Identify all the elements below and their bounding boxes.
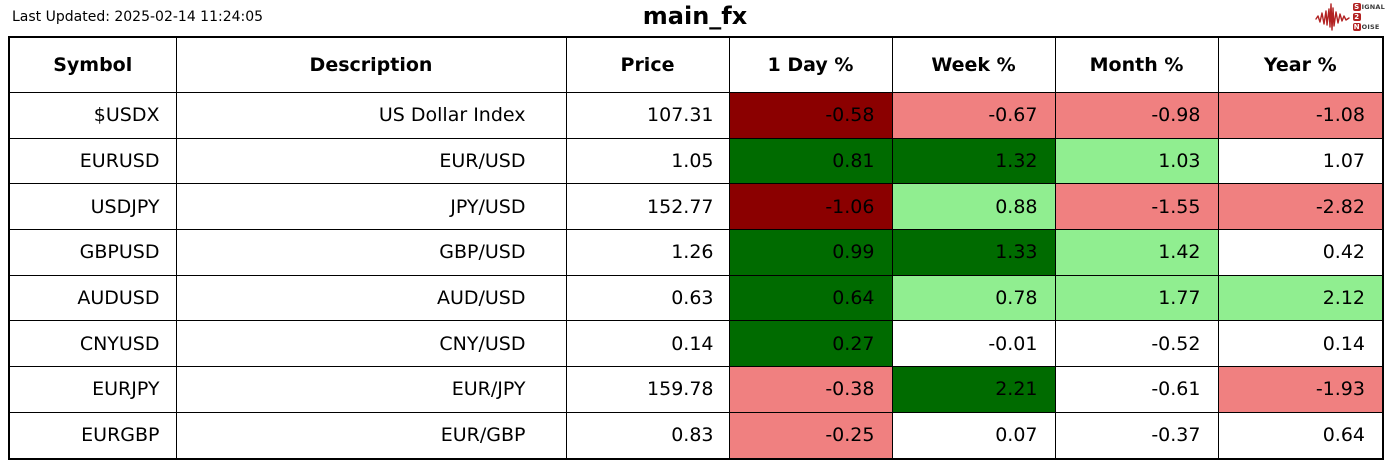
column-header-price: Price: [565, 36, 730, 93]
pct-week-cell: 0.07: [891, 411, 1056, 460]
header-row: Symbol Description Price 1 Day % Week % …: [8, 36, 1384, 93]
pct-week-cell: 0.88: [891, 183, 1056, 231]
table-row: USDJPY JPY/USD 152.77 -1.06 0.88 -1.55 -…: [8, 183, 1384, 231]
logo-text: S IGNAL 2 N OISE: [1352, 3, 1385, 32]
pct-month-cell: -0.52: [1054, 320, 1219, 368]
table-row: CNYUSD CNY/USD 0.14 0.27 -0.01 -0.52 0.1…: [8, 320, 1384, 368]
description-cell: EUR/JPY: [175, 366, 567, 413]
pct-1day-cell: -0.38: [728, 366, 893, 413]
pct-month-cell: -1.55: [1054, 183, 1219, 231]
table-row: GBPUSD GBP/USD 1.26 0.99 1.33 1.42 0.42: [8, 229, 1384, 276]
logo-line: S IGNAL: [1352, 3, 1385, 12]
price-cell: 0.14: [565, 320, 730, 368]
pct-month-cell: -0.61: [1054, 366, 1219, 413]
pct-1day-cell: 0.64: [728, 274, 893, 322]
pct-week-cell: 1.32: [891, 137, 1056, 185]
logo-badge: S: [1352, 3, 1361, 11]
pct-week-cell: -0.67: [891, 92, 1056, 139]
pct-1day-cell: -0.25: [728, 411, 893, 460]
price-cell: 159.78: [565, 366, 730, 413]
pct-year-cell: 1.07: [1217, 137, 1384, 185]
pct-week-cell: -0.01: [891, 320, 1056, 368]
price-cell: 152.77: [565, 183, 730, 231]
pct-month-cell: 1.42: [1054, 229, 1219, 276]
page-title: main_fx: [642, 2, 748, 30]
logo-rest-text: IGNAL: [1361, 3, 1385, 11]
pct-week-cell: 1.33: [891, 229, 1056, 276]
symbol-cell: CNYUSD: [8, 320, 177, 368]
description-cell: GBP/USD: [175, 229, 567, 276]
description-cell: EUR/GBP: [175, 411, 567, 460]
symbol-cell: $USDX: [8, 92, 177, 139]
pct-year-cell: 2.12: [1217, 274, 1384, 322]
column-header-1day: 1 Day %: [728, 36, 893, 93]
description-cell: JPY/USD: [175, 183, 567, 231]
pct-1day-cell: 0.27: [728, 320, 893, 368]
pct-month-cell: 1.03: [1054, 137, 1219, 185]
symbol-cell: AUDUSD: [8, 274, 177, 322]
price-cell: 1.26: [565, 229, 730, 276]
logo-line: 2: [1352, 13, 1385, 22]
price-cell: 107.31: [565, 92, 730, 139]
logo-badge: 2: [1352, 13, 1361, 21]
pct-1day-cell: 0.99: [728, 229, 893, 276]
pct-month-cell: 1.77: [1054, 274, 1219, 322]
column-header-symbol: Symbol: [8, 36, 177, 93]
pct-year-cell: -1.08: [1217, 92, 1384, 139]
table-row: EURUSD EUR/USD 1.05 0.81 1.32 1.03 1.07: [8, 137, 1384, 185]
symbol-cell: EURJPY: [8, 366, 177, 413]
pct-month-cell: -0.37: [1054, 411, 1219, 460]
column-header-description: Description: [175, 36, 567, 93]
signal-2-noise-logo: S IGNAL 2 N OISE: [1314, 1, 1385, 33]
column-header-month: Month %: [1054, 36, 1219, 93]
pct-year-cell: -2.82: [1217, 183, 1384, 231]
symbol-cell: USDJPY: [8, 183, 177, 231]
price-cell: 0.63: [565, 274, 730, 322]
fx-table: Symbol Description Price 1 Day % Week % …: [8, 36, 1384, 460]
logo-line: N OISE: [1352, 23, 1385, 32]
column-header-week: Week %: [891, 36, 1056, 93]
table-row: $USDX US Dollar Index 107.31 -0.58 -0.67…: [8, 92, 1384, 139]
symbol-cell: EURGBP: [8, 411, 177, 460]
pct-1day-cell: 0.81: [728, 137, 893, 185]
logo-rest-text: OISE: [1361, 23, 1380, 31]
symbol-cell: GBPUSD: [8, 229, 177, 276]
pct-week-cell: 0.78: [891, 274, 1056, 322]
description-cell: US Dollar Index: [175, 92, 567, 139]
table-body: $USDX US Dollar Index 107.31 -0.58 -0.67…: [8, 92, 1384, 460]
description-cell: CNY/USD: [175, 320, 567, 368]
pct-year-cell: 0.64: [1217, 411, 1384, 460]
table-row: AUDUSD AUD/USD 0.63 0.64 0.78 1.77 2.12: [8, 274, 1384, 322]
column-header-year: Year %: [1217, 36, 1384, 93]
pct-year-cell: 0.14: [1217, 320, 1384, 368]
pct-1day-cell: -1.06: [728, 183, 893, 231]
last-updated-text: Last Updated: 2025-02-14 11:24:05: [12, 9, 264, 25]
description-cell: AUD/USD: [175, 274, 567, 322]
pct-year-cell: 0.42: [1217, 229, 1384, 276]
price-cell: 0.83: [565, 411, 730, 460]
pct-week-cell: 2.21: [891, 366, 1056, 413]
price-cell: 1.05: [565, 137, 730, 185]
table-row: EURGBP EUR/GBP 0.83 -0.25 0.07 -0.37 0.6…: [8, 411, 1384, 460]
symbol-cell: EURUSD: [8, 137, 177, 185]
logo-badge: N: [1352, 23, 1361, 31]
pct-year-cell: -1.93: [1217, 366, 1384, 413]
pct-month-cell: -0.98: [1054, 92, 1219, 139]
table-row: EURJPY EUR/JPY 159.78 -0.38 2.21 -0.61 -…: [8, 366, 1384, 413]
pct-1day-cell: -0.58: [728, 92, 893, 139]
description-cell: EUR/USD: [175, 137, 567, 185]
waveform-icon: [1314, 3, 1350, 31]
